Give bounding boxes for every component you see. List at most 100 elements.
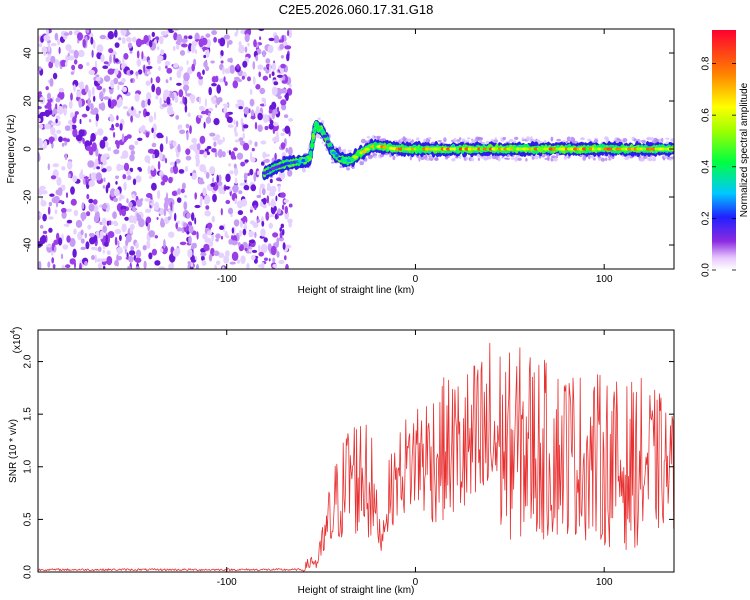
- noise-speckle: [154, 260, 161, 266]
- noise-speckle: [268, 37, 275, 42]
- noise-speckle: [273, 139, 280, 143]
- noise-speckle: [123, 53, 129, 60]
- noise-speckle: [264, 257, 268, 261]
- noise-speckle: [51, 242, 55, 252]
- noise-speckle: [58, 46, 61, 55]
- noise-speckle: [186, 131, 189, 141]
- ridge-core: [404, 147, 409, 151]
- halo-speckle: [510, 157, 515, 160]
- noise-speckle: [194, 204, 201, 209]
- halo-speckle: [494, 137, 497, 141]
- noise-speckle: [136, 50, 140, 59]
- noise-speckle: [47, 163, 50, 171]
- noise-speckle: [121, 36, 126, 45]
- noise-speckle: [130, 78, 133, 83]
- noise-speckle: [135, 242, 139, 249]
- noise-speckle: [168, 176, 173, 184]
- noise-speckle: [120, 205, 127, 211]
- noise-speckle: [249, 168, 254, 176]
- noise-speckle: [144, 99, 148, 108]
- noise-speckle: [166, 192, 168, 202]
- noise-speckle: [98, 153, 101, 163]
- noise-speckle: [189, 94, 196, 101]
- noise-speckle: [159, 152, 163, 161]
- noise-speckle: [38, 152, 41, 162]
- ridge-core: [322, 134, 328, 138]
- halo-speckle: [459, 137, 462, 141]
- noise-speckle: [103, 96, 110, 100]
- noise-speckle: [241, 75, 245, 80]
- noise-speckle: [178, 89, 184, 98]
- noise-speckle: [216, 139, 223, 145]
- noise-speckle: [112, 211, 117, 220]
- noise-speckle: [131, 193, 136, 199]
- noise-speckle: [276, 177, 282, 182]
- noise-speckle: [97, 128, 104, 136]
- noise-speckle: [116, 140, 120, 149]
- noise-speckle: [80, 246, 86, 251]
- noise-speckle: [176, 69, 182, 79]
- noise-speckle: [72, 248, 77, 258]
- noise-speckle: [255, 84, 261, 90]
- y-tick-label: 1.5: [23, 407, 34, 421]
- colorbar-tick-label: 0.4: [701, 159, 712, 173]
- halo-speckle: [638, 140, 642, 142]
- noise-speckle: [107, 98, 112, 108]
- noise-speckle: [151, 248, 157, 256]
- noise-speckle: [172, 46, 176, 51]
- noise-speckle: [258, 251, 265, 257]
- noise-speckle: [50, 126, 56, 136]
- noise-speckle: [253, 39, 257, 48]
- noise-speckle: [220, 208, 223, 216]
- noise-speckle: [99, 34, 107, 40]
- snr-series-group: [38, 342, 674, 572]
- noise-speckle: [261, 229, 265, 237]
- noise-speckle: [176, 197, 182, 203]
- noise-speckle: [82, 39, 86, 48]
- noise-speckle: [61, 210, 67, 219]
- noise-speckle: [121, 63, 125, 70]
- halo-speckle: [516, 155, 520, 158]
- noise-speckle: [102, 185, 106, 189]
- noise-speckle: [136, 212, 140, 219]
- halo-speckle: [427, 137, 432, 140]
- halo-speckle: [501, 156, 504, 159]
- noise-speckle: [223, 255, 230, 264]
- ridge-core: [495, 147, 499, 151]
- noise-speckle: [91, 49, 94, 58]
- ridge-core: [621, 147, 627, 151]
- halo-speckle: [359, 161, 365, 166]
- noise-speckle: [134, 140, 139, 146]
- noise-speckle: [268, 123, 274, 130]
- noise-speckle: [165, 135, 168, 145]
- noise-speckle: [242, 132, 245, 140]
- noise-speckle: [276, 106, 280, 113]
- noise-speckle: [237, 210, 244, 216]
- ridge-core: [564, 147, 569, 151]
- noise-speckle: [115, 175, 119, 179]
- noise-speckle: [101, 168, 107, 173]
- noise-speckle: [78, 98, 83, 108]
- noise-speckle: [39, 225, 44, 229]
- noise-speckle: [119, 234, 122, 242]
- noise-speckle: [132, 206, 136, 213]
- noise-speckle: [272, 257, 276, 263]
- halo-speckle: [429, 156, 434, 159]
- noise-speckle: [144, 155, 151, 163]
- noise-speckle: [227, 207, 234, 215]
- noise-speckle: [66, 138, 70, 143]
- noise-speckle: [250, 220, 255, 225]
- y-tick-label: 0: [23, 146, 34, 152]
- noise-speckle: [251, 147, 255, 152]
- halo-speckle: [502, 136, 506, 141]
- noise-speckle: [135, 249, 142, 258]
- noise-speckle: [51, 96, 55, 104]
- noise-speckle: [218, 78, 225, 83]
- halo-speckle: [641, 139, 646, 144]
- noise-speckle: [289, 83, 292, 88]
- halo-speckle: [508, 138, 514, 143]
- halo-speckle: [606, 137, 609, 142]
- noise-speckle: [81, 113, 88, 118]
- noise-speckle: [270, 245, 277, 256]
- noise-speckle: [91, 142, 97, 152]
